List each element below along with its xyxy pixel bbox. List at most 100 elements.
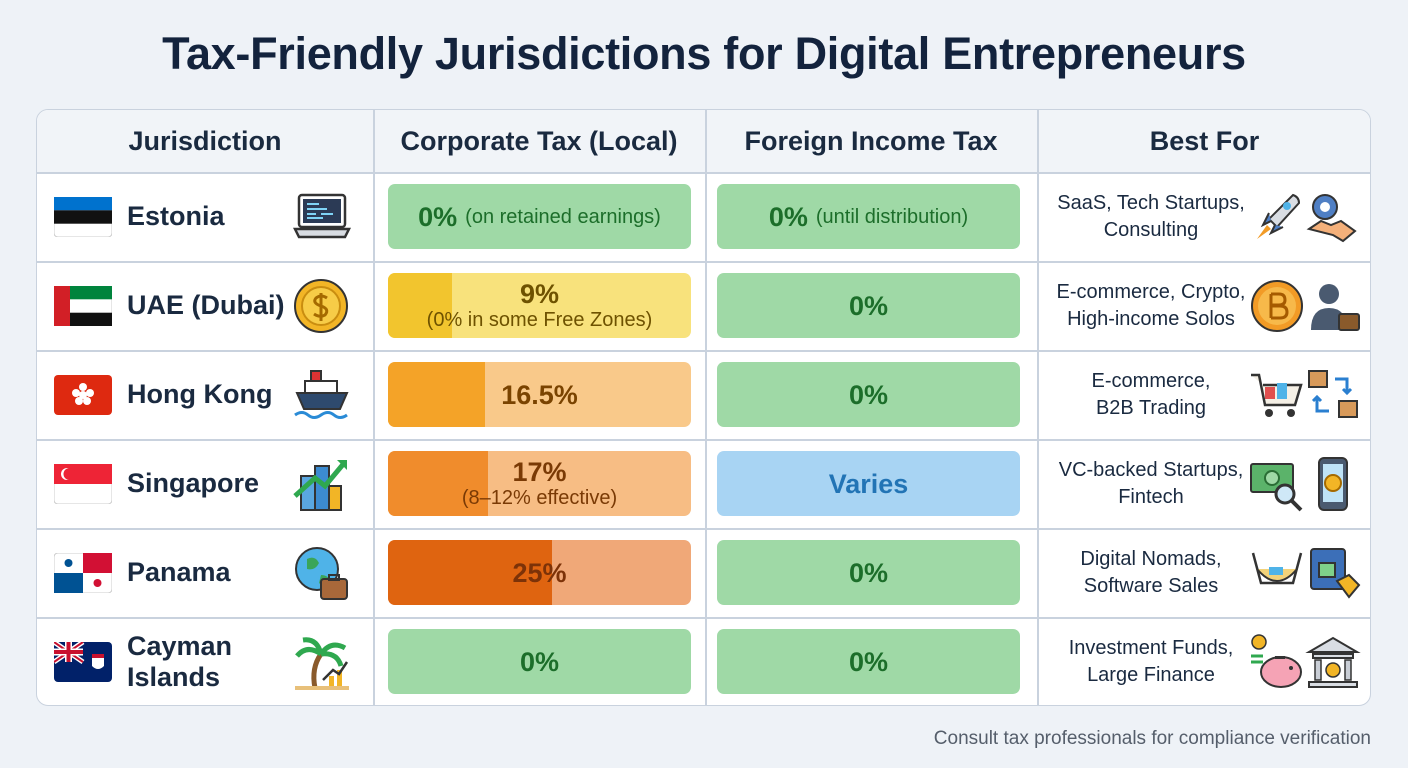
tax-value: 17% <box>512 456 567 487</box>
use-case-icon-part <box>1257 224 1271 239</box>
flag-part <box>64 558 73 567</box>
flag-part <box>53 285 113 326</box>
tax-badge: 0% <box>388 629 691 694</box>
use-case-icon-part <box>1319 283 1339 304</box>
jurisdiction-icon-part <box>328 484 342 511</box>
use-case-icon-part <box>1275 656 1285 659</box>
use-case-icon-part <box>1250 462 1303 511</box>
best-for-line: VC-backed Startups, <box>1058 458 1244 481</box>
tax-badge: 0% <box>717 540 1020 605</box>
best-for-line: Fintech <box>1118 485 1184 508</box>
use-case-icon <box>1305 278 1361 339</box>
jurisdiction-icon-part <box>294 410 348 419</box>
use-case-icon <box>1305 367 1361 428</box>
column-divider <box>705 110 707 705</box>
use-case-icon-part <box>1306 219 1357 242</box>
best-for: Digital Nomads, Software Sales <box>1045 528 1257 617</box>
tax-value: Varies <box>828 468 909 499</box>
jurisdiction-icon-part <box>293 459 347 498</box>
tax-badge: 0% (until distribution) <box>717 184 1020 249</box>
flag-part <box>79 382 87 391</box>
use-case-icon <box>1305 189 1361 250</box>
use-case-icon <box>1249 545 1305 606</box>
use-case-icon-part <box>1308 369 1328 388</box>
jurisdiction-icon-part <box>307 202 333 219</box>
row-divider <box>37 617 1370 619</box>
flag-part <box>79 390 87 399</box>
jurisdiction-icon-part <box>292 227 352 238</box>
use-case-icon-part <box>1265 386 1275 399</box>
flag-part <box>83 552 112 573</box>
tax-value: 0% <box>519 646 560 677</box>
use-case-icon-part <box>1251 552 1303 584</box>
use-case-icon-part <box>1335 573 1361 599</box>
use-case-icon-part <box>1251 654 1263 664</box>
flag-part <box>54 572 83 593</box>
jurisdiction-icon <box>292 189 352 252</box>
tax-badge: 0% (on retained earnings) <box>388 184 691 249</box>
use-case-icon-part <box>1312 653 1354 659</box>
use-case-icon-part <box>1260 212 1284 235</box>
tax-bar-fill <box>388 273 452 338</box>
use-case-icon-part <box>1277 382 1287 399</box>
jurisdiction-name: Estonia <box>127 201 225 231</box>
tax-bar-fill <box>388 451 488 516</box>
flag-part <box>75 396 83 405</box>
use-case-icon-part <box>1260 656 1302 688</box>
header-cell: Foreign Income Tax <box>744 125 998 156</box>
flag-part <box>54 642 83 662</box>
use-case-icon <box>1305 456 1361 517</box>
flag <box>53 463 113 509</box>
title: Tax-Friendly Jurisdictions for Digital E… <box>162 28 1246 79</box>
jurisdiction-icon-part <box>294 369 349 419</box>
best-for-line: B2B Trading <box>1095 396 1207 419</box>
flag-part <box>63 467 76 480</box>
jurisdiction-icon <box>293 278 351 341</box>
flag-part <box>53 196 113 237</box>
flag-part <box>83 396 91 405</box>
best-for-line: Large Finance <box>1087 664 1215 686</box>
jurisdiction-icon-part <box>304 379 338 394</box>
flag-part <box>54 374 112 415</box>
best-for-line: High-income Solos <box>1067 307 1235 330</box>
use-case-icon <box>1249 367 1305 428</box>
use-case-icon <box>1249 278 1305 339</box>
use-case-icon-part <box>1251 634 1267 650</box>
use-case-icon-part <box>1318 561 1336 578</box>
use-case-icon-part <box>1251 373 1303 417</box>
tax-value: 0% <box>848 646 889 677</box>
tax-badge: Varies <box>717 451 1020 516</box>
jurisdiction-icon-part <box>313 292 329 321</box>
jurisdiction-icon <box>293 545 351 608</box>
best-for: Investment Funds, Large Finance <box>1045 617 1257 705</box>
use-case-icon-part <box>1344 659 1352 681</box>
flag-part <box>52 639 112 682</box>
jurisdiction-name: UAE (Dubai) <box>127 290 285 320</box>
use-case-icon <box>1249 456 1305 517</box>
jurisdiction-icon-part <box>337 670 342 688</box>
header-row <box>37 110 1370 172</box>
flag <box>53 552 113 598</box>
header-cell: Jurisdiction <box>128 125 282 156</box>
jurisdiction-icon-part <box>295 546 348 600</box>
use-case-icon-part <box>1289 498 1303 511</box>
tax-note: (on retained earnings) <box>465 205 661 228</box>
use-case-icon-part <box>1311 283 1360 331</box>
best-for: SaaS, Tech Startups, Consulting <box>1045 172 1257 261</box>
use-case-icon-part <box>1265 408 1273 417</box>
jurisdiction-icon-part <box>295 637 349 690</box>
use-case-icon-part <box>1257 193 1301 239</box>
use-case-icon-part <box>1283 201 1291 210</box>
best-for-line: E-commerce, <box>1091 369 1211 392</box>
use-case-icon-part <box>1306 193 1357 242</box>
flag-part <box>54 196 112 210</box>
best-for-line: E-commerce, Crypto, <box>1056 280 1246 303</box>
jurisdiction-icon-part <box>311 652 324 689</box>
use-case-icon-part <box>1308 681 1358 688</box>
use-case-icon-part <box>1269 566 1283 575</box>
jurisdiction-icon-part <box>310 369 322 382</box>
row-divider <box>37 528 1370 530</box>
best-for-line: Digital Nomads, <box>1080 547 1222 570</box>
tax-value: 0% <box>768 201 808 232</box>
